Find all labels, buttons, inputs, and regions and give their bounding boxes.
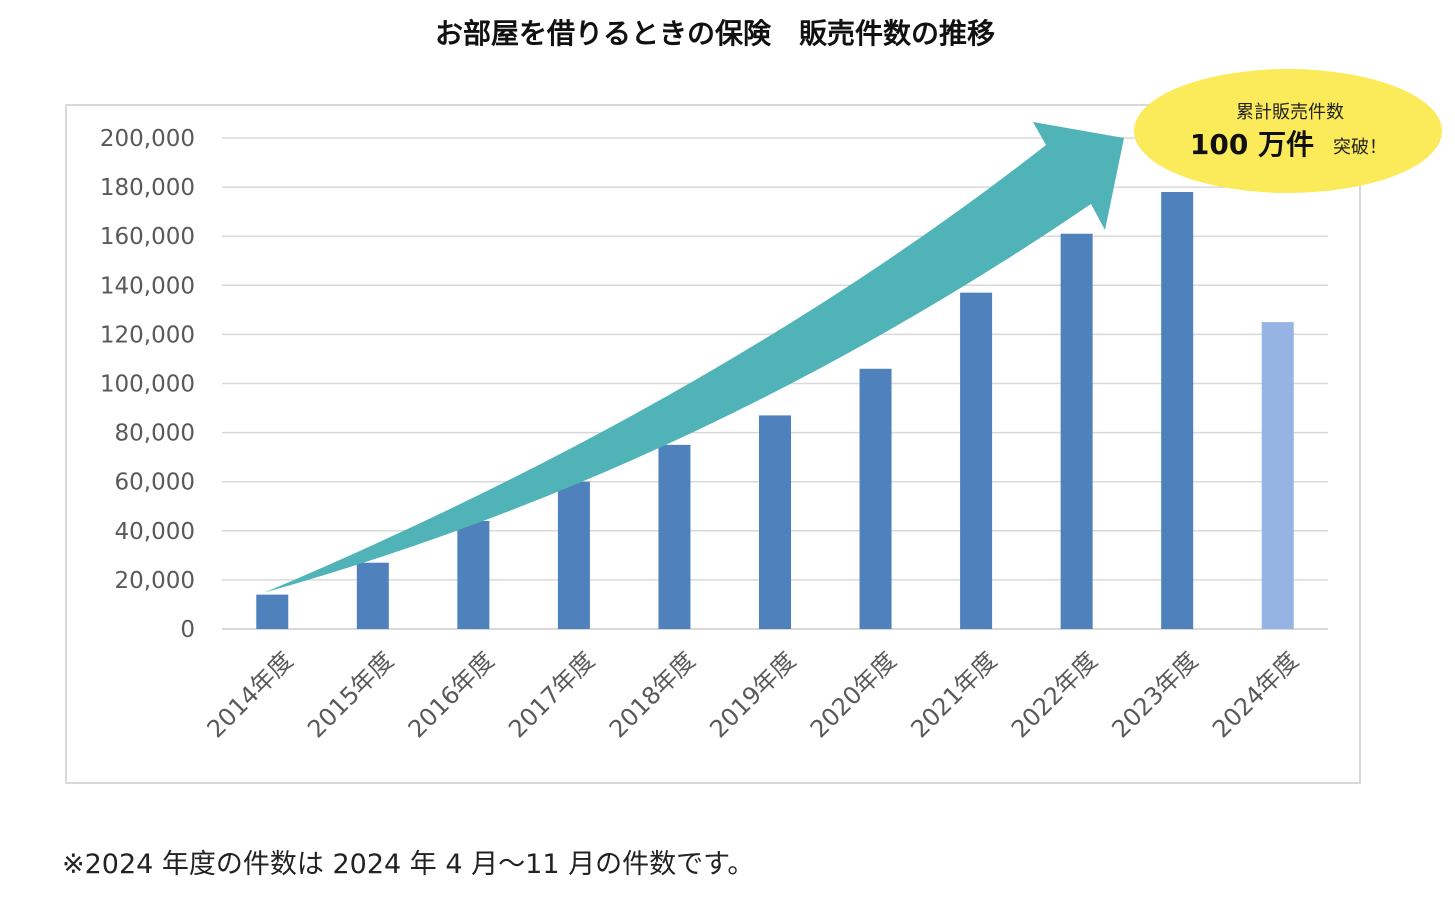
x-tick-label: 2017年度	[503, 646, 600, 743]
callout-bubble: 累計販売件数 100 万件 突破！	[1134, 69, 1442, 193]
bar	[256, 594, 289, 629]
y-tick-label: 0	[180, 617, 195, 643]
x-axis-ticks: 2014年度 2015年度 2016年度 2017年度 2018年度 2019年度 2020…	[202, 646, 1304, 743]
callout-small-text: 突破！	[1333, 137, 1387, 158]
callout-line1: 累計販売件数	[1236, 102, 1344, 123]
x-tick-label: 2023年度	[1106, 646, 1203, 743]
x-tick-label: 2015年度	[302, 646, 399, 743]
growth-arrow	[264, 122, 1125, 593]
bar	[457, 520, 490, 629]
y-tick-label: 40,000	[115, 519, 195, 545]
bar	[658, 444, 691, 629]
bar	[1161, 192, 1194, 629]
bar	[1060, 233, 1093, 629]
y-tick-label: 200,000	[100, 126, 195, 152]
x-tick-label: 2014年度	[202, 646, 299, 743]
x-tick-label: 2016年度	[403, 646, 500, 743]
x-tick-label: 2022年度	[1006, 646, 1103, 743]
bar	[356, 562, 389, 629]
y-tick-label: 120,000	[100, 322, 195, 348]
bars	[256, 192, 1294, 629]
chart-frame	[65, 104, 1361, 784]
y-tick-label: 140,000	[100, 273, 195, 299]
y-tick-label: 80,000	[115, 421, 195, 447]
bar	[759, 415, 791, 629]
callout-ellipse	[1134, 69, 1442, 193]
x-tick-label: 2021年度	[905, 646, 1002, 743]
y-tick-label: 20,000	[115, 568, 195, 594]
y-tick-label: 180,000	[100, 175, 195, 201]
y-tick-label: 100,000	[100, 372, 195, 398]
y-tick-label: 60,000	[115, 470, 195, 496]
bar	[960, 292, 993, 629]
x-tick-label: 2024年度	[1207, 646, 1304, 743]
bar	[1261, 322, 1294, 629]
bar	[557, 481, 590, 629]
bar	[859, 368, 892, 629]
chart-title: お部屋を借りるときの保険 販売件数の推移	[434, 17, 995, 50]
x-tick-label: 2020年度	[805, 646, 902, 743]
callout-big-text: 100 万件	[1190, 128, 1314, 161]
x-tick-label: 2019年度	[704, 646, 801, 743]
y-tick-label: 160,000	[100, 224, 195, 250]
footnote: ※2024 年度の件数は 2024 年 4 月～11 月の件数です。	[62, 849, 755, 880]
bar-chart: 0 20,000 40,000 60,000 80,000 100,000 120,000 1…	[100, 69, 1442, 743]
y-axis-ticks: 0 20,000 40,000 60,000 80,000 100,000 120,000 1…	[100, 126, 195, 643]
x-tick-label: 2018年度	[604, 646, 701, 743]
grid-lines	[222, 137, 1328, 630]
